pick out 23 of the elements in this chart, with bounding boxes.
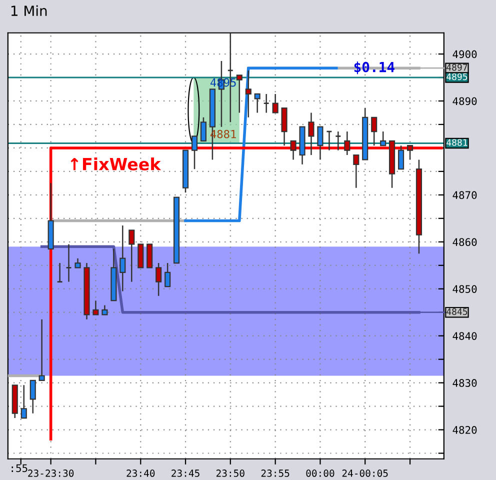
x-tick-label: 23:45 xyxy=(172,470,200,477)
x-tick-label: 23:40 xyxy=(126,470,155,477)
x-tick-label: 23:50 xyxy=(216,470,244,477)
data-label: 4845 xyxy=(446,308,468,315)
x-tick-label: 23:55 xyxy=(261,470,290,477)
chart-title: 1 Min xyxy=(11,5,47,16)
data-label: 4897 xyxy=(446,64,468,71)
y-tick-label: 4820 xyxy=(452,426,477,434)
ref-line-label: 4881 xyxy=(446,139,468,146)
y-tick-label: 4860 xyxy=(452,238,477,246)
x-tick-label: 00:00 xyxy=(306,470,334,477)
y-tick-label: 4870 xyxy=(452,191,477,200)
ref-line-label: 4895 xyxy=(446,73,468,80)
text: :55 xyxy=(12,464,28,472)
x-tick-label: 24-00:05 xyxy=(342,470,388,477)
y-tick-label: 4900 xyxy=(452,50,477,58)
y-tick-label: 4890 xyxy=(452,97,477,106)
y-tick-label: 4840 xyxy=(452,332,477,340)
y-tick-label: 4850 xyxy=(452,285,477,293)
x-tick-label: 23-23:30 xyxy=(28,470,74,477)
annotation: $0.14 xyxy=(354,62,394,74)
series-label: ↑FixWeek xyxy=(70,158,162,170)
y-tick-label: 4830 xyxy=(452,379,477,387)
